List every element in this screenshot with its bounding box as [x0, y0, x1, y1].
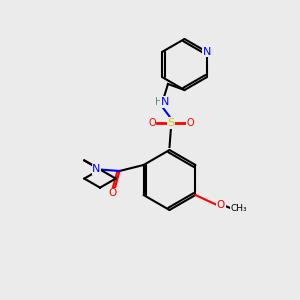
Text: O: O	[108, 188, 116, 199]
Text: O: O	[217, 200, 225, 211]
Text: H: H	[155, 97, 162, 107]
Text: O: O	[148, 118, 156, 128]
Text: O: O	[186, 118, 194, 128]
Text: CH₃: CH₃	[231, 204, 247, 213]
Text: S: S	[167, 118, 175, 128]
Text: N: N	[202, 47, 211, 57]
Text: N: N	[161, 97, 169, 107]
Text: N: N	[92, 164, 100, 175]
